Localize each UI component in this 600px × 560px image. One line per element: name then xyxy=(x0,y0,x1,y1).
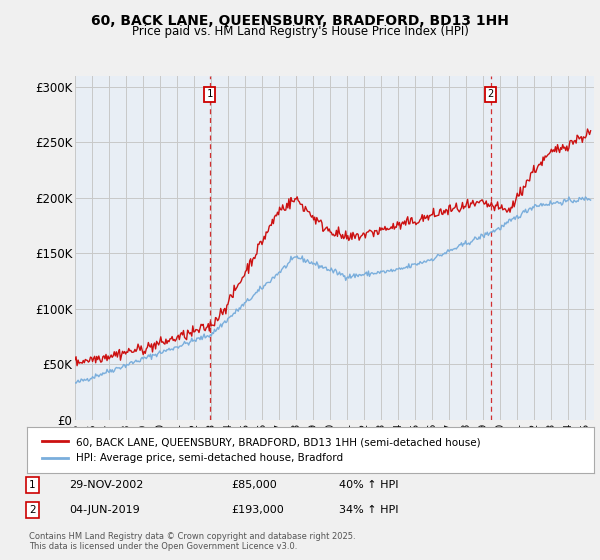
Text: Contains HM Land Registry data © Crown copyright and database right 2025.
This d: Contains HM Land Registry data © Crown c… xyxy=(29,532,355,552)
Text: 1: 1 xyxy=(206,90,213,100)
Text: 1: 1 xyxy=(29,480,35,490)
Text: 29-NOV-2002: 29-NOV-2002 xyxy=(69,480,143,490)
Text: Price paid vs. HM Land Registry's House Price Index (HPI): Price paid vs. HM Land Registry's House … xyxy=(131,25,469,38)
Text: £193,000: £193,000 xyxy=(231,505,284,515)
Text: 60, BACK LANE, QUEENSBURY, BRADFORD, BD13 1HH: 60, BACK LANE, QUEENSBURY, BRADFORD, BD1… xyxy=(91,14,509,28)
Text: £85,000: £85,000 xyxy=(231,480,277,490)
Text: 34% ↑ HPI: 34% ↑ HPI xyxy=(339,505,398,515)
Text: 04-JUN-2019: 04-JUN-2019 xyxy=(69,505,140,515)
Legend: 60, BACK LANE, QUEENSBURY, BRADFORD, BD13 1HH (semi-detached house), HPI: Averag: 60, BACK LANE, QUEENSBURY, BRADFORD, BD1… xyxy=(38,433,485,468)
Text: 40% ↑ HPI: 40% ↑ HPI xyxy=(339,480,398,490)
Text: 2: 2 xyxy=(487,90,494,100)
Text: 2: 2 xyxy=(29,505,35,515)
